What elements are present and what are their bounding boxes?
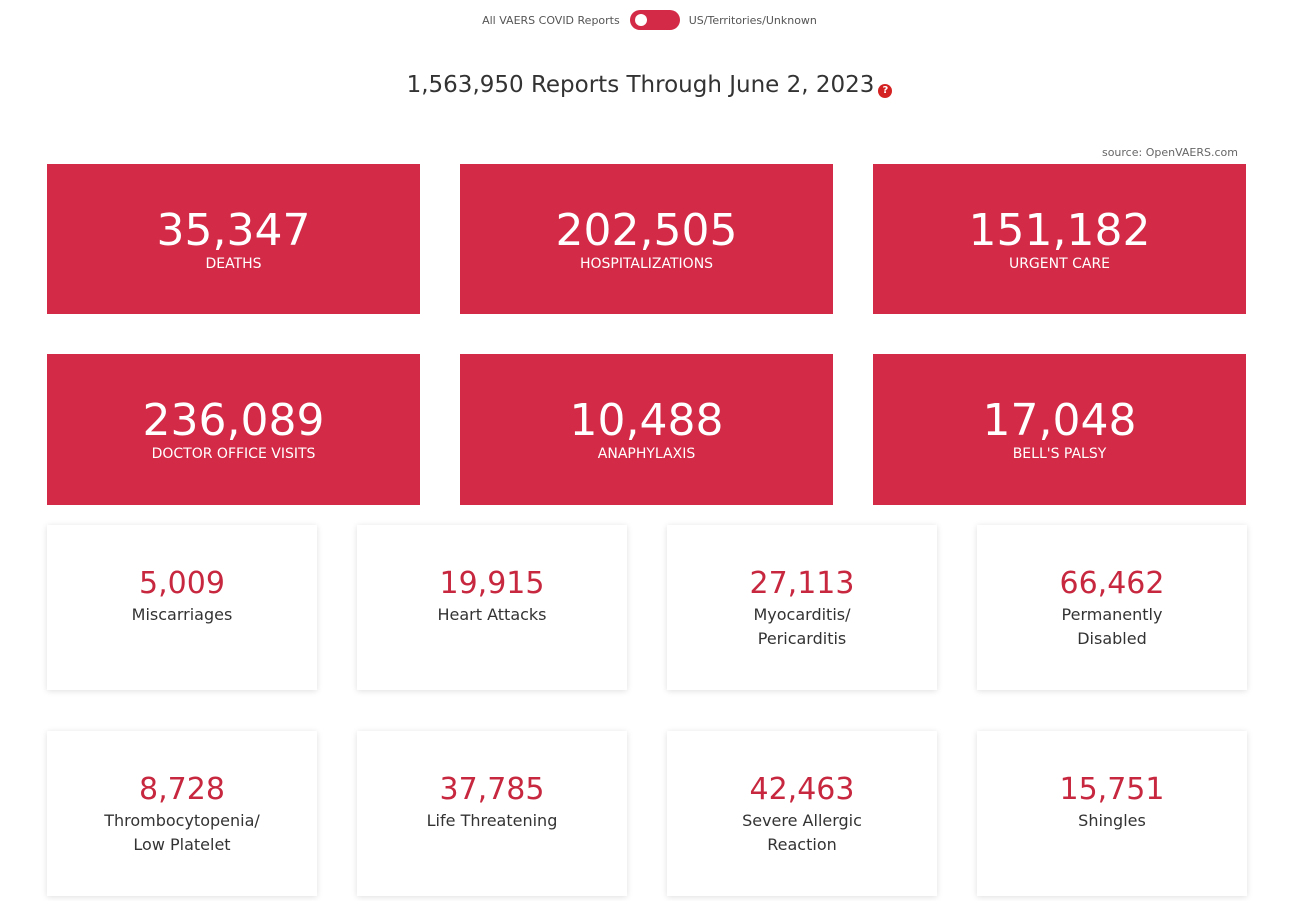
stat-value: 42,463 bbox=[749, 772, 855, 807]
stat-label: URGENT CARE bbox=[1008, 256, 1111, 272]
stat-card-severe-allergic-reaction: 42,463 Severe Allergic Reaction bbox=[667, 731, 937, 896]
stat-label-line: Permanently bbox=[1061, 605, 1163, 624]
stat-card-myocarditis: 27,113 Myocarditis/ Pericarditis bbox=[667, 525, 937, 690]
headline-text: 1,563,950 Reports Through June 2, 2023 bbox=[406, 72, 875, 98]
stat-label-line: Pericarditis bbox=[757, 629, 847, 648]
toggle-right-label: US/Territories/Unknown bbox=[688, 13, 817, 27]
stat-label: BELL'S PALSY bbox=[1012, 446, 1107, 462]
stat-card-bells-palsy: 17,048 BELL'S PALSY bbox=[873, 354, 1246, 505]
stat-value: 15,751 bbox=[1059, 772, 1165, 807]
stat-card-life-threatening: 37,785 Life Threatening bbox=[357, 731, 627, 896]
source-note: source: OpenVAERS.com bbox=[1101, 146, 1238, 159]
stat-label: Severe Allergic Reaction bbox=[667, 809, 937, 857]
toggle-knob bbox=[634, 14, 647, 26]
stat-card-deaths: 35,347 DEATHS bbox=[47, 164, 420, 314]
toggle-left-label: All VAERS COVID Reports bbox=[482, 13, 620, 27]
stat-value: 10,488 bbox=[569, 395, 724, 446]
question-icon[interactable]: ? bbox=[878, 84, 893, 98]
stat-label-line: Life Threatening bbox=[426, 811, 558, 830]
stat-value: 17,048 bbox=[982, 395, 1137, 446]
stat-label-line: Disabled bbox=[1077, 629, 1147, 648]
stat-label: Shingles bbox=[977, 809, 1247, 833]
stat-value: 236,089 bbox=[142, 395, 325, 446]
stat-card-doctor-office-visits: 236,089 DOCTOR OFFICE VISITS bbox=[47, 354, 420, 505]
stat-value: 37,785 bbox=[439, 772, 545, 807]
stat-label: Thrombocytopenia/ Low Platelet bbox=[47, 809, 317, 857]
stat-label: Miscarriages bbox=[47, 603, 317, 627]
stat-card-anaphylaxis: 10,488 ANAPHYLAXIS bbox=[460, 354, 833, 505]
stat-value: 27,113 bbox=[749, 566, 855, 601]
stat-label-line: Reaction bbox=[767, 835, 837, 854]
stat-label-line: Severe Allergic bbox=[742, 811, 862, 830]
stat-label-line: Myocarditis/ bbox=[753, 605, 851, 624]
stat-value: 8,728 bbox=[139, 772, 225, 807]
stat-label: Myocarditis/ Pericarditis bbox=[667, 603, 937, 651]
stat-card-heart-attacks: 19,915 Heart Attacks bbox=[357, 525, 627, 690]
stat-label: ANAPHYLAXIS bbox=[597, 446, 696, 462]
stat-value: 19,915 bbox=[439, 566, 545, 601]
stat-label: DEATHS bbox=[205, 256, 262, 272]
stat-value: 5,009 bbox=[139, 566, 225, 601]
stat-label-line: Low Platelet bbox=[133, 835, 231, 854]
reports-headline: 1,563,950 Reports Through June 2, 2023? bbox=[0, 72, 1299, 98]
stat-card-urgent-care: 151,182 URGENT CARE bbox=[873, 164, 1246, 314]
stat-label-line: Shingles bbox=[1078, 811, 1146, 830]
stat-label: Life Threatening bbox=[357, 809, 627, 833]
stat-label-line: Heart Attacks bbox=[437, 605, 547, 624]
report-scope-toggle[interactable] bbox=[629, 10, 680, 30]
stat-label-line: Thrombocytopenia/ bbox=[104, 811, 260, 830]
stat-label: Heart Attacks bbox=[357, 603, 627, 627]
stat-label: DOCTOR OFFICE VISITS bbox=[151, 446, 316, 462]
stat-card-shingles: 15,751 Shingles bbox=[977, 731, 1247, 896]
stat-value: 66,462 bbox=[1059, 566, 1165, 601]
stat-value: 35,347 bbox=[156, 205, 311, 256]
stat-card-hospitalizations: 202,505 HOSPITALIZATIONS bbox=[460, 164, 833, 314]
stat-label-line: Miscarriages bbox=[131, 605, 233, 624]
stat-card-thrombocytopenia: 8,728 Thrombocytopenia/ Low Platelet bbox=[47, 731, 317, 896]
report-scope-toggle-row: All VAERS COVID Reports US/Territories/U… bbox=[0, 10, 1299, 30]
stat-value: 151,182 bbox=[968, 205, 1151, 256]
stat-card-miscarriages: 5,009 Miscarriages bbox=[47, 525, 317, 690]
stat-label: Permanently Disabled bbox=[977, 603, 1247, 651]
stat-value: 202,505 bbox=[555, 205, 738, 256]
stat-card-permanently-disabled: 66,462 Permanently Disabled bbox=[977, 525, 1247, 690]
stat-label: HOSPITALIZATIONS bbox=[579, 256, 714, 272]
